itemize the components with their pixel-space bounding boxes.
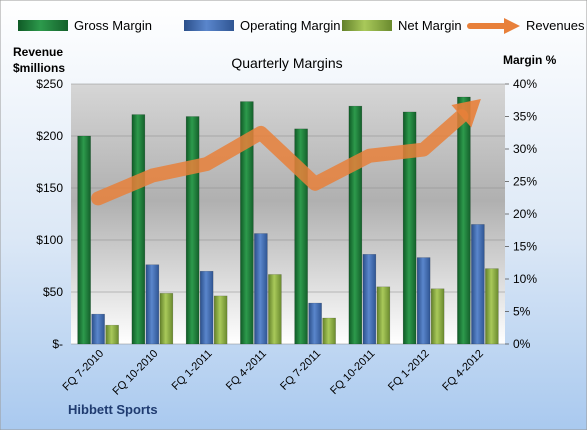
- bar-net-margin: [322, 317, 336, 345]
- bar-operating-margin: [254, 233, 268, 345]
- revenue-arrowhead: [451, 99, 481, 128]
- legend-label-net-margin: Net Margin: [398, 18, 462, 33]
- right-axis-ticks: 0% 5% 10% 15% 20% 25% 30% 35% 40%: [505, 77, 537, 351]
- legend-swatch-operating-margin: [184, 20, 234, 31]
- left-axis-label-line2: $millions: [13, 61, 65, 75]
- bar-gross-margin: [185, 116, 200, 345]
- right-tick-label: 40%: [513, 77, 537, 91]
- bar-operating-margin: [471, 224, 485, 345]
- bar-gross-margin: [348, 105, 363, 345]
- right-tick-label: 10%: [513, 272, 537, 286]
- legend-label-gross-margin: Gross Margin: [74, 18, 152, 33]
- left-axis-ticks: $- $50 $100 $150 $200 $250: [36, 77, 63, 351]
- left-tick-label: $-: [52, 337, 63, 351]
- bar-net-margin: [105, 324, 119, 345]
- left-tick-label: $150: [36, 181, 63, 195]
- left-tick-label: $200: [36, 129, 63, 143]
- legend: Gross Margin Operating Margin Net Margin…: [18, 18, 585, 34]
- footer-company-name: Hibbett Sports: [68, 402, 158, 417]
- left-axis-label-line1: Revenue: [13, 45, 63, 59]
- right-tick-label: 0%: [513, 337, 531, 351]
- bar-operating-margin: [416, 257, 431, 345]
- right-tick-label: 35%: [513, 110, 537, 124]
- revenue-line: [91, 109, 469, 206]
- bar-net-margin: [268, 274, 282, 345]
- right-tick-label: 25%: [513, 175, 537, 189]
- legend-swatch-net-margin: [342, 20, 392, 31]
- left-tick-label: $50: [43, 285, 63, 299]
- bar-operating-margin: [308, 302, 322, 345]
- left-tick-label: $250: [36, 77, 63, 91]
- right-axis-label: Margin %: [503, 53, 557, 67]
- bar-operating-margin: [199, 270, 214, 345]
- bar-net-margin: [213, 295, 228, 345]
- bar-operating-margin: [362, 254, 377, 345]
- bar-net-margin: [376, 286, 391, 345]
- right-tick-label: 30%: [513, 142, 537, 156]
- right-tick-label: 20%: [513, 207, 537, 221]
- bar-gross-margin: [457, 96, 471, 345]
- bar-net-margin: [430, 288, 445, 345]
- bar-gross-margin: [131, 114, 146, 345]
- right-tick-label: 5%: [513, 305, 531, 319]
- bar-operating-margin: [91, 313, 105, 345]
- bar-gross-margin: [402, 111, 417, 345]
- legend-swatch-gross-margin: [18, 20, 68, 31]
- legend-label-revenues: Revenues: [526, 18, 585, 33]
- legend-label-operating-margin: Operating Margin: [240, 18, 340, 33]
- bar-operating-margin: [145, 264, 160, 345]
- right-tick-label: 15%: [513, 240, 537, 254]
- bar-gross-margin: [240, 101, 254, 345]
- legend-swatch-revenues: [467, 18, 520, 34]
- bar-gross-margin: [77, 135, 91, 345]
- chart-title: Quarterly Margins: [231, 55, 342, 71]
- bar-net-margin: [485, 268, 499, 345]
- bar-net-margin: [159, 293, 174, 345]
- left-tick-label: $100: [36, 233, 63, 247]
